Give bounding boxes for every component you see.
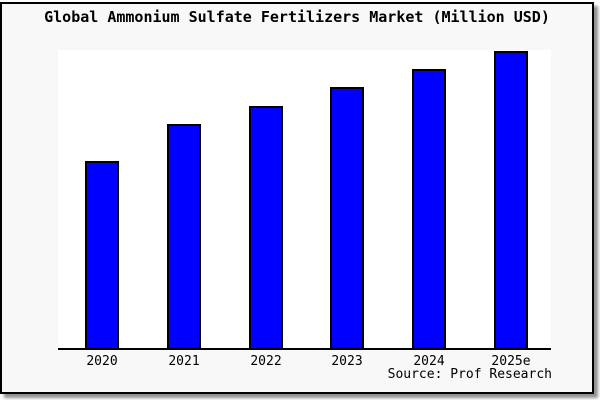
chart-panel: Global Ammonium Sulfate Fertilizers Mark… (0, 2, 594, 394)
x-tick-label-2020: 2020 (86, 354, 118, 369)
bar-2023 (330, 87, 364, 348)
bar-2022 (249, 106, 283, 348)
chart-title: Global Ammonium Sulfate Fertilizers Mark… (44, 8, 550, 26)
bar-2021 (167, 124, 201, 348)
x-tick-label-2021: 2021 (168, 354, 200, 369)
bar-2020 (85, 161, 119, 348)
bar-2025e (494, 51, 528, 348)
x-axis-labels: 2020 2021 2022 2023 2024 2025e (58, 354, 551, 372)
plot-area (58, 50, 551, 350)
source-credit: Source: Prof Research (387, 367, 552, 382)
x-tick-label-2025e: 2025e (491, 354, 531, 369)
x-tick-label-2023: 2023 (331, 354, 363, 369)
bar-2024 (412, 69, 446, 348)
x-tick-label-2024: 2024 (413, 354, 445, 369)
x-tick-label-2022: 2022 (250, 354, 282, 369)
